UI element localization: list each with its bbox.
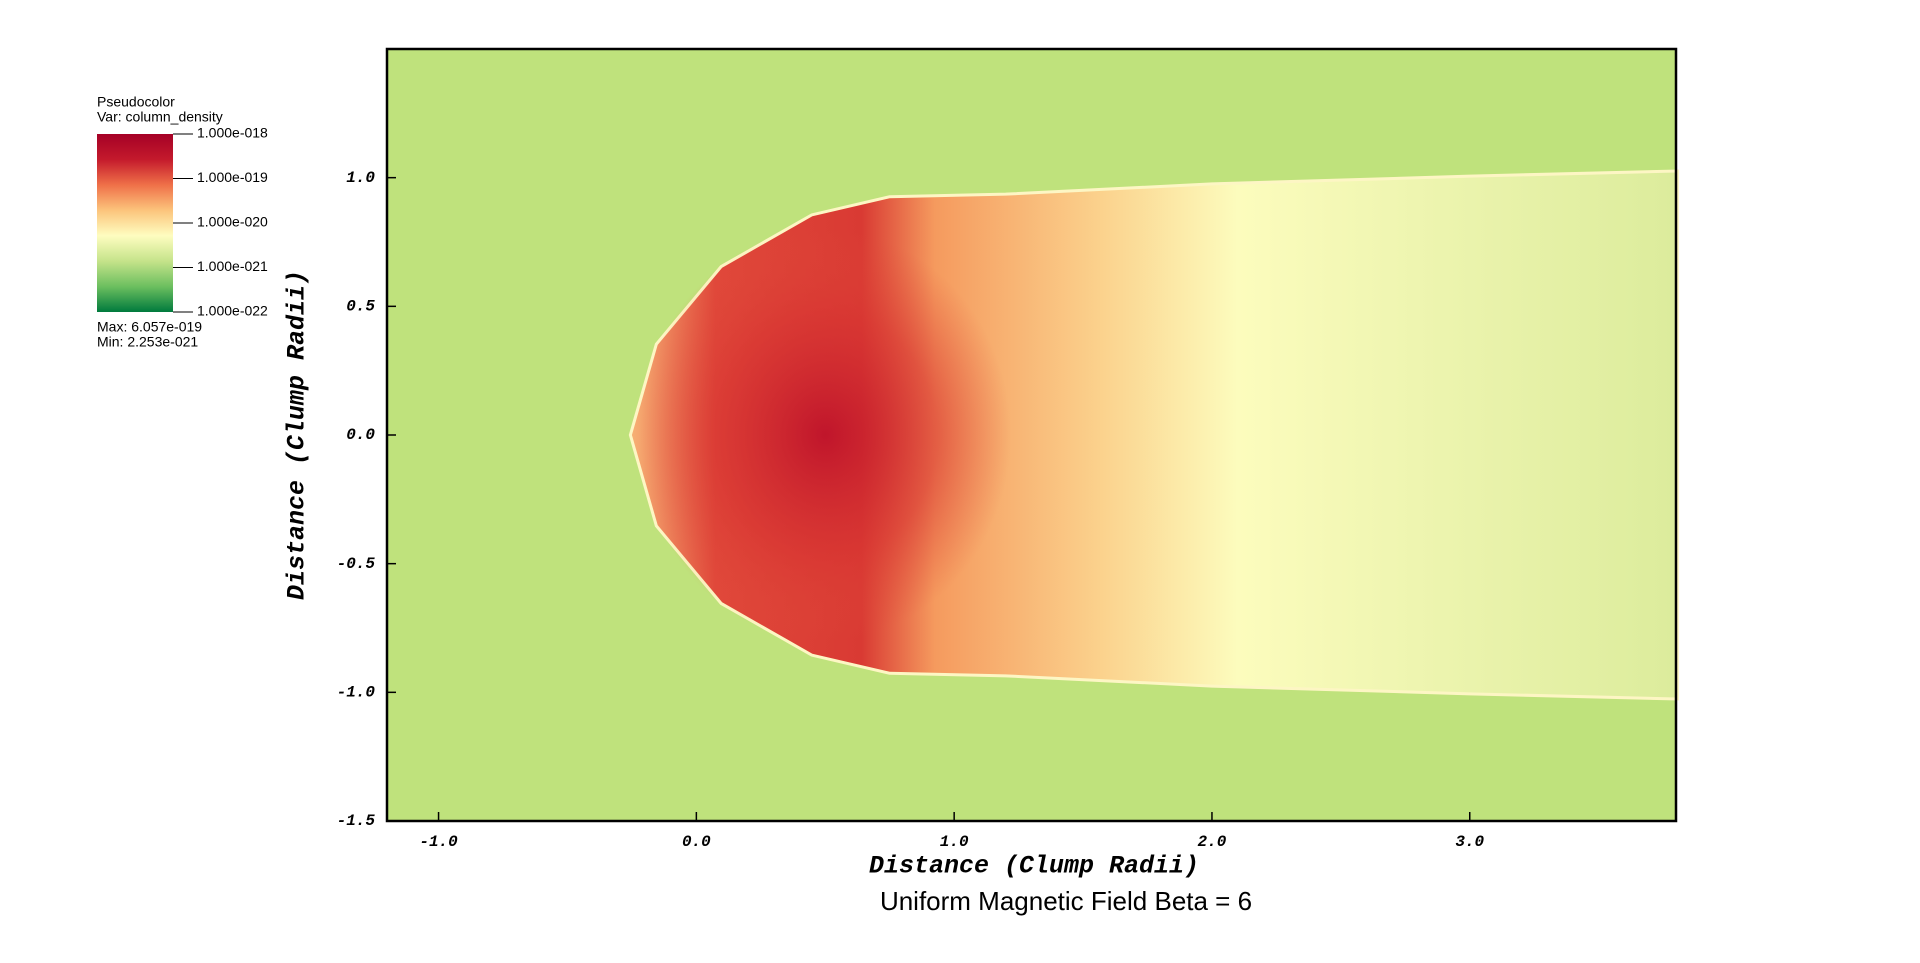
legend-plot-name: Pseudocolor (97, 94, 175, 110)
x-tick-label: -1.0 (419, 833, 458, 851)
y-tick-label: -1.5 (337, 812, 376, 830)
y-tick-label: -1.0 (337, 684, 376, 702)
chart-title: Uniform Magnetic Field Beta = 6 (880, 886, 1252, 916)
colorbar-tick-label: 1.000e-018 (197, 125, 268, 141)
colorbar-tick-label: 1.000e-019 (197, 169, 268, 185)
x-tick-label: 3.0 (1455, 833, 1484, 851)
x-axis-title: Distance (Clump Radii) (869, 852, 1199, 881)
colorbar-tick-label: 1.000e-022 (197, 303, 268, 319)
colorbar-tick-label: 1.000e-020 (197, 214, 268, 230)
y-tick-label: 0.0 (346, 426, 375, 444)
plume-core (639, 229, 1011, 641)
y-tick-label: 0.5 (346, 298, 375, 316)
colorbar (97, 134, 173, 312)
colorbar-tick-label: 1.000e-021 (197, 258, 268, 274)
y-tick-label: -0.5 (337, 555, 376, 573)
y-tick-label: 1.0 (346, 169, 375, 187)
x-tick-label: 2.0 (1198, 833, 1227, 851)
field (387, 49, 1679, 821)
x-tick-label: 1.0 (940, 833, 969, 851)
x-tick-label: 0.0 (682, 833, 711, 851)
legend-variable: Var: column_density (97, 109, 223, 125)
legend-max: Max: 6.057e-019 (97, 319, 202, 335)
legend-min: Min: 2.253e-021 (97, 334, 198, 350)
y-axis-title: Distance (Clump Radii) (283, 270, 312, 600)
